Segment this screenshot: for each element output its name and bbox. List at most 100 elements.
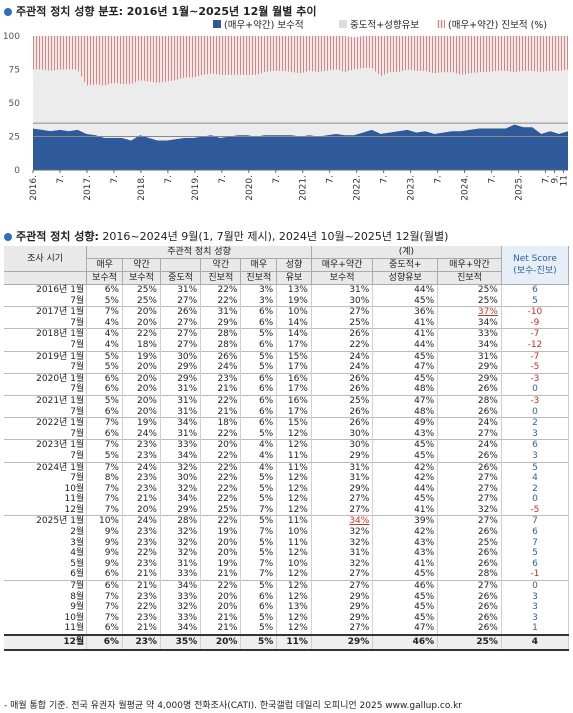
net-score-cell: 0 — [501, 580, 570, 592]
series-middle-area — [33, 68, 568, 141]
x-tick-label: 7. — [542, 175, 552, 184]
header-period: 조사 시기 — [4, 246, 88, 272]
value-cell: 20% — [122, 372, 161, 385]
table-row: 2020년 1월 6% 20% 29% 23% 6% 16% 26% 45% 29% -3 — [4, 372, 570, 385]
value-cell: 24% — [122, 461, 161, 474]
value-cell: 12% — [276, 473, 312, 484]
value-cell: 19% — [122, 350, 161, 363]
value-cell: 6% — [240, 339, 278, 352]
value-cell: 31% — [160, 428, 202, 440]
value-cell: 22% — [200, 461, 242, 474]
legend-swatch — [437, 20, 445, 28]
value-cell: 27% — [437, 428, 502, 440]
chart-title: 주관적 정치 성향 분포: 2016년 1월~2025년 12월 월별 추이 — [16, 5, 317, 18]
value-cell: 34% — [437, 339, 502, 352]
period-cell: 11월 — [4, 623, 88, 635]
legend-label: (매우+약간) 보수적 — [224, 19, 304, 31]
value-cell: 27% — [160, 317, 202, 329]
value-cell: 25% — [122, 295, 161, 307]
value-cell: 22% — [200, 483, 242, 495]
header-col-top: 약간 — [122, 258, 161, 272]
value-cell: 5% — [240, 328, 278, 340]
value-cell: 26% — [437, 461, 502, 474]
x-tick-label: 2022. — [353, 175, 363, 201]
value-cell: 26% — [437, 623, 502, 635]
table-row: 2024년 1월 7% 24% 32% 22% 4% 11% 31% 42% 26% 5 — [4, 461, 570, 474]
value-cell: 27% — [160, 295, 202, 307]
value-cell: 5% — [86, 350, 123, 363]
value-cell: 34% — [160, 623, 202, 635]
value-cell: 11% — [276, 515, 312, 528]
value-cell: 45% — [372, 372, 439, 385]
value-cell: 27% — [311, 569, 374, 581]
value-cell: 26% — [437, 406, 502, 418]
net-score-cell: -3 — [501, 372, 570, 385]
period-cell: 7월 — [4, 473, 88, 484]
net-score-cell: 0 — [501, 406, 570, 418]
value-cell: 24% — [437, 417, 502, 429]
value-cell: 21% — [122, 569, 161, 581]
value-cell: 23% — [122, 439, 161, 451]
net-score-cell: -5 — [501, 362, 570, 374]
value-cell: 23% — [122, 527, 161, 538]
value-cell: 7% — [86, 306, 123, 318]
table-row: 11월 7% 21% 34% 22% 5% 12% 27% 45% 27% 0 — [4, 494, 570, 505]
value-cell: 34% — [160, 417, 202, 429]
value-cell: 31% — [311, 283, 374, 296]
net-score-cell: 7 — [501, 515, 570, 528]
value-cell: 6% — [240, 417, 278, 429]
value-cell: 16% — [276, 394, 312, 407]
value-cell: 5% — [240, 483, 278, 495]
value-cell: 26% — [437, 548, 502, 559]
value-cell: 22% — [200, 580, 242, 592]
value-cell: 12% — [276, 483, 312, 495]
value-cell: 12% — [276, 591, 312, 603]
value-cell: 29% — [160, 372, 202, 385]
value-cell: 45% — [372, 450, 439, 462]
value-cell: 14% — [276, 317, 312, 329]
value-cell: 25% — [437, 283, 502, 296]
bullet-icon — [4, 8, 12, 16]
value-cell: 29% — [311, 450, 374, 462]
period-cell: 2016년 1월 — [4, 283, 88, 296]
header-sum-group: (계) — [311, 246, 502, 259]
value-cell: 9% — [86, 527, 123, 538]
y-tick-label: 25 — [9, 133, 20, 143]
header-col-top: 성향 — [276, 258, 312, 272]
net-score-cell: 3 — [501, 612, 570, 624]
period-cell: 2025년 1월 — [4, 515, 88, 528]
net-score-cell: 3 — [501, 450, 570, 462]
value-cell: 32% — [311, 558, 374, 570]
value-cell: 29% — [311, 591, 374, 603]
value-cell: 26% — [437, 450, 502, 462]
net-score-cell: -7 — [501, 328, 570, 340]
value-cell: 26% — [437, 612, 502, 624]
value-cell: 27% — [311, 494, 374, 505]
x-tick-label: 2023. — [407, 175, 417, 201]
y-tick-label: 100 — [3, 32, 20, 42]
value-cell: 25% — [437, 537, 502, 549]
net-score-cell: -1 — [501, 569, 570, 581]
table-row: 7월 5% 20% 29% 24% 5% 17% 24% 47% 29% -5 — [4, 362, 570, 374]
value-cell: 9% — [86, 548, 123, 559]
value-cell: 12% — [276, 580, 312, 592]
value-cell: 25% — [122, 283, 161, 296]
value-cell: 4% — [240, 450, 278, 462]
value-cell: 15% — [276, 417, 312, 429]
value-cell: 31% — [437, 350, 502, 363]
value-cell: 10% — [276, 527, 312, 538]
value-cell: 21% — [122, 623, 161, 635]
value-cell: 10% — [276, 558, 312, 570]
value-cell: 23% — [122, 483, 161, 495]
value-cell: 49% — [372, 417, 439, 429]
value-cell: 29% — [160, 362, 202, 374]
value-cell: 26% — [311, 384, 374, 396]
value-cell: 12% — [276, 494, 312, 505]
value-cell: 47% — [372, 362, 439, 374]
value-cell: 41% — [372, 328, 439, 340]
value-cell: 34% — [160, 494, 202, 505]
period-cell: 2월 — [4, 527, 88, 538]
value-cell: 29% — [311, 483, 374, 495]
value-cell: 33% — [160, 612, 202, 624]
value-cell: 5% — [240, 350, 278, 363]
